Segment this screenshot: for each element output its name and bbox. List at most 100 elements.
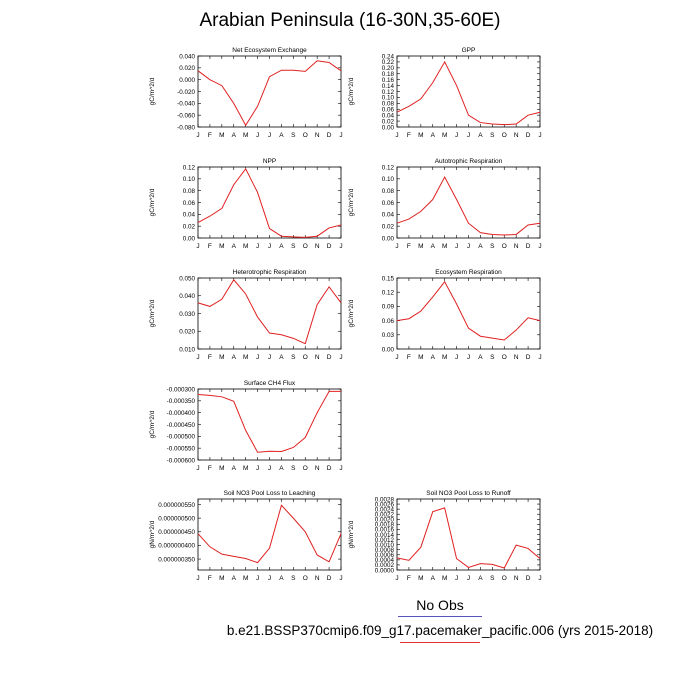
chart-title: Autotrophic Respiration [435,158,503,165]
x-tick-label: J [538,243,541,250]
plot-frame [197,277,342,350]
legend-case-line [400,642,480,643]
chart-title: Heterotrophic Respiration [233,269,307,276]
x-tick-label: J [196,354,199,361]
x-tick-label: M [418,243,423,250]
x-tick-label: J [455,354,458,361]
x-tick-label: J [339,465,342,472]
x-tick-label: A [279,354,284,361]
y-tick-label: 0.000000350 [158,556,195,563]
x-tick-label: A [279,243,284,250]
legend-obs-label: No Obs [416,597,464,613]
x-tick-label: J [339,354,342,361]
plot-frame [396,55,541,128]
x-tick-label: M [243,354,248,361]
chart-title: GPP [462,47,476,54]
x-tick-label: M [219,243,224,250]
x-tick-label: J [196,465,199,472]
x-tick-label: M [442,132,447,139]
chart-title: Net Ecosystem Exchange [232,47,307,54]
y-tick-label: 0.000 [179,77,195,84]
x-tick-label: M [219,132,224,139]
chart-panel-7: Surface CH4 Flux -0.000300 -0.000350 -0.000… [149,380,343,472]
y-tick-label: 0.040 [179,53,195,60]
x-tick-label: F [407,575,411,582]
page-title: Arabian Peninsula (16-30N,35-60E) [199,10,501,31]
x-tick-label: N [514,354,519,361]
chart-panel-9: Soil NO3 Pool Loss to Runoff 0.00280.0026… [348,490,542,582]
plot-frame [396,498,541,571]
x-tick-label: F [407,243,411,250]
x-tick-label: J [196,575,199,582]
y-tick-label: 0.0006 [375,552,395,559]
y-tick-label: 0.0026 [375,501,395,508]
x-tick-label: J [395,354,398,361]
y-tick-label: 0.0018 [375,522,395,529]
x-tick-label: O [502,243,507,250]
plot-frame [197,55,342,128]
y-tick-label: 0.000000550 [158,502,195,509]
series-line [197,278,342,345]
x-tick-label: J [196,243,199,250]
x-tick-label: J [256,465,259,472]
x-tick-label: M [219,575,224,582]
y-tick-label: 0.16 [382,77,395,84]
x-tick-label: A [431,354,436,361]
y-tick-label: 0.08 [382,188,395,195]
x-tick-label: N [315,465,320,472]
y-tick-label: 0.00 [382,235,395,242]
x-tick-label: J [256,132,259,139]
x-tick-label: M [442,575,447,582]
x-tick-label: S [490,575,495,582]
y-tick-label: 0.000000500 [158,515,195,522]
y-tick-label: 0.12 [382,290,395,297]
y-tick-label: -0.000550 [167,445,196,452]
x-tick-label: J [339,132,342,139]
y-tick-label: 0.12 [382,89,395,96]
y-tick-label: 0.000000450 [158,529,195,536]
y-tick-label: 0.0022 [375,512,395,519]
x-tick-label: F [407,132,411,139]
chart-title: Surface CH4 Flux [244,380,296,387]
x-tick-label: M [243,132,248,139]
x-tick-label: A [478,354,483,361]
x-tick-label: J [256,243,259,250]
x-tick-label: J [395,575,398,582]
y-tick-label: 0.08 [382,101,395,108]
x-tick-label: S [291,354,296,361]
y-tick-label: 0.0012 [375,537,395,544]
x-tick-label: D [327,354,332,361]
series-line [396,175,541,236]
x-tick-label: S [291,575,296,582]
y-tick-label: 0.10 [382,176,395,183]
y-tick-label: 0.06 [382,318,395,325]
y-tick-label: -0.080 [177,124,195,131]
y-tick-label: 0.02 [183,223,196,230]
x-tick-label: N [514,575,519,582]
series-line [197,60,342,127]
y-tick-label: -0.040 [177,101,195,108]
chart-panel-8: Soil NO3 Pool Loss to Leaching 0.00000055… [149,490,343,582]
x-tick-label: J [538,354,541,361]
x-tick-label: J [256,354,259,361]
y-axis-label: gC/m^2/d [348,188,355,216]
x-tick-label: O [303,575,308,582]
series-line [197,167,342,238]
x-tick-label: J [256,575,259,582]
plot-frame [396,277,541,350]
x-tick-label: F [208,354,212,361]
y-tick-label: 0.00 [382,124,395,131]
x-tick-label: D [327,465,332,472]
x-tick-label: M [418,354,423,361]
y-tick-label: 0.14 [382,83,395,90]
x-tick-label: M [243,465,248,472]
y-tick-label: 0.10 [382,95,395,102]
x-tick-label: J [467,132,470,139]
legend-obs-line [398,616,482,617]
plot-frame [197,498,342,571]
x-tick-label: O [502,575,507,582]
y-tick-label: 0.09 [382,304,395,311]
y-tick-label: -0.000400 [167,410,196,417]
